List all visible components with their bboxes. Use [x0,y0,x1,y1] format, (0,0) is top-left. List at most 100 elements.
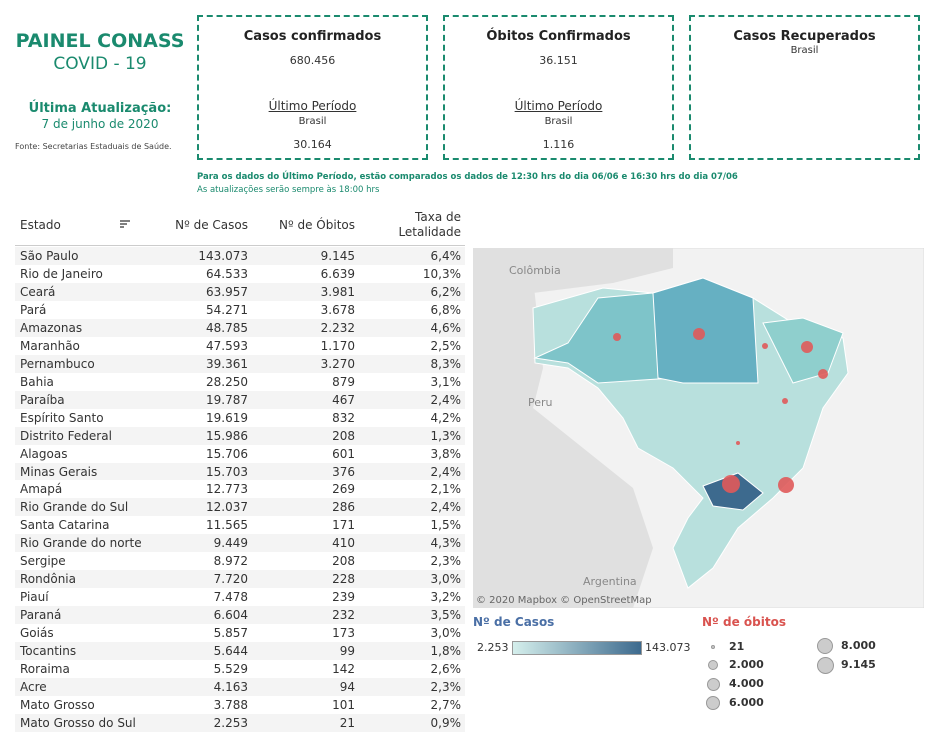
state: São Paulo [20,249,79,263]
legend-title: Nº de óbitos [702,615,786,629]
state: Minas Gerais [20,464,98,479]
state: Pará [20,302,47,317]
source: Fonte: Secretarias Estaduais de Saúde. [15,142,172,151]
deaths: 3.270 [320,356,355,371]
period-label: Último Período [268,99,357,113]
size-circle [711,645,715,649]
deaths: 21 [339,715,355,730]
rate: 3,1% [430,374,462,389]
state: Paraíba [20,392,65,407]
rate: 3,8% [430,446,462,461]
period-region: Brasil [544,116,573,127]
table-row: Goiás 5.857 173 3,0% [15,624,465,643]
map[interactable]: Colômbia Peru Argentina © 2020 Mapbox © … [473,248,924,608]
rate: 4,2% [430,410,462,425]
kpi-value: 680.456 [289,54,336,67]
column-header[interactable]: Nº de Casos [175,218,248,232]
state: Roraima [20,662,70,677]
cases: 143.073 [198,249,248,263]
deaths: 2.232 [320,320,355,335]
kpi-title: Casos confirmados [243,29,382,44]
table-row: Amapá 12.773 269 2,1% [15,480,465,499]
state: Distrito Federal [20,428,112,443]
size-circle [817,638,833,654]
table-row: Mato Grosso do Sul 2.253 21 0,9% [15,713,465,732]
table-row: Amazonas 48.785 2.232 4,6% [15,318,465,337]
state: Acre [20,680,47,695]
state: Mato Grosso do Sul [20,715,136,730]
state: Rio de Janeiro [20,266,103,281]
rate: 2,7% [430,698,462,712]
deaths: 269 [332,482,355,497]
kpi-card: Casos confirmados 680.456 Último Período… [197,15,428,160]
map-label: Argentina [583,575,637,588]
state: Ceará [20,284,56,299]
table-row: Mato Grosso 3.788 101 2,7% [15,696,465,714]
rate: 3,0% [430,626,462,641]
deaths: 232 [332,608,355,623]
note: As atualizações serão sempre às 18:00 hr… [197,185,380,195]
table-row: Rio Grande do Sul 12.037 286 2,4% [15,498,465,517]
column-header[interactable]: Estado [20,218,61,232]
size-label: 4.000 [729,677,764,690]
table-row: Rio Grande do norte 9.449 410 4,3% [15,534,465,553]
cases: 11.565 [206,518,248,533]
rate: 4,3% [430,536,462,551]
deaths: 94 [339,680,355,695]
note: Para os dados do Último Período, estão c… [197,172,738,182]
table-row: Paraíba 19.787 467 2,4% [15,390,465,409]
deaths: 142 [332,662,355,677]
column-header[interactable]: Taxa de Letalidade [398,210,461,239]
kpi-value: 36.151 [539,54,578,67]
cases: 19.619 [206,410,248,425]
size-label: 21 [729,640,745,653]
rate: 2,6% [430,662,462,677]
deaths: 3.981 [320,284,355,299]
map-label: Colômbia [509,264,561,277]
size-label: 8.000 [841,639,876,652]
cases: 47.593 [206,338,248,353]
sort-icon[interactable] [119,219,131,229]
period-label: Último Período [514,99,603,113]
table-row: Acre 4.163 94 2,3% [15,678,465,697]
update-date: 7 de junho de 2020 [41,117,159,131]
cases: 12.037 [206,500,248,515]
table-row: Minas Gerais 15.703 376 2,4% [15,462,465,481]
cases: 4.163 [213,680,248,695]
deaths: 3.678 [320,302,355,317]
deaths: 208 [332,554,355,569]
rate: 0,9% [430,715,462,730]
column-header[interactable]: Nº de Óbitos [279,218,355,232]
cases: 8.972 [213,554,248,569]
cases: 15.986 [206,428,248,443]
deaths: 101 [332,698,355,712]
legend-max: 143.073 [645,641,691,654]
cases: 6.604 [213,608,248,623]
rate: 8,3% [430,356,462,371]
rate: 1,8% [430,644,462,659]
size-circle [706,696,720,710]
table-row: Santa Catarina 11.565 171 1,5% [15,516,465,535]
rate: 2,4% [430,500,462,515]
cases: 7.720 [213,572,248,587]
table-row: Distrito Federal 15.986 208 1,3% [15,426,465,445]
state: Paraná [20,608,62,623]
map-label: Peru [528,396,553,409]
cases: 63.957 [206,284,248,299]
cases: 15.706 [206,446,248,461]
table-row: Piauí 7.478 239 3,2% [15,588,465,607]
cases: 3.788 [213,698,248,712]
cases: 48.785 [206,320,248,335]
table-row: Alagoas 15.706 601 3,8% [15,444,465,463]
table-row: Sergipe 8.972 208 2,3% [15,552,465,571]
size-circle [708,660,718,670]
state: Tocantins [20,644,77,659]
state: Maranhão [20,338,80,353]
state: Rondônia [20,572,76,587]
table-row: Bahia 28.250 879 3,1% [15,372,465,391]
cases: 2.253 [213,715,248,730]
table-row: São Paulo 143.073 9.145 6,4% [15,247,465,265]
state: Santa Catarina [20,518,110,533]
rate: 3,5% [430,608,462,623]
